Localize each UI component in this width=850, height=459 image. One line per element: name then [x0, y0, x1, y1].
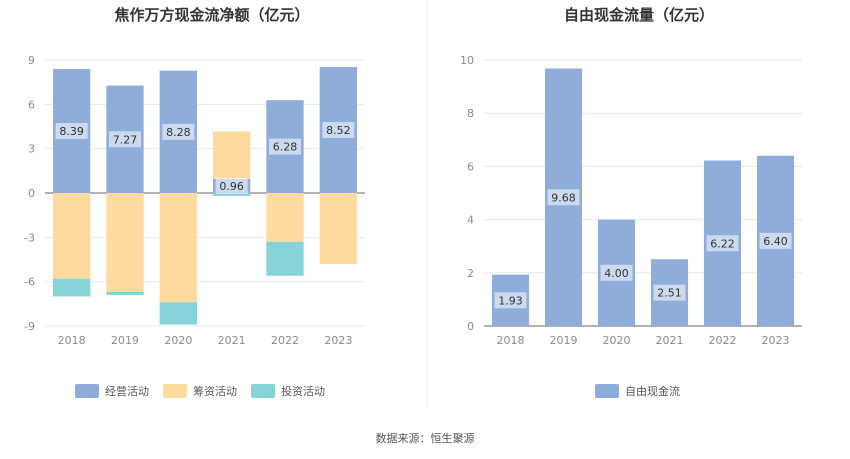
x-tick-label: 2021 [218, 334, 246, 347]
y-tick-label: 4 [467, 214, 474, 227]
bar-筹资活动[interactable] [213, 131, 251, 179]
y-tick-label: 2 [467, 267, 474, 280]
chart-title: 自由现金流量（亿元） [564, 6, 714, 24]
legend-swatch [595, 384, 619, 398]
data-label-background [55, 123, 88, 140]
legend-item[interactable]: 筹资活动 [163, 384, 237, 398]
bar-投资活动[interactable] [159, 302, 197, 325]
legend-item[interactable]: 投资活动 [251, 384, 325, 398]
data-label: 8.28 [166, 126, 191, 139]
data-label: 6.22 [710, 237, 735, 250]
data-label-background [653, 284, 686, 301]
y-tick-label: 6 [467, 160, 474, 173]
data-labels: 1.93 9.68 4.00 2.51 6.22 6.40 [494, 189, 792, 309]
y-axis-ticks: 10 8 6 4 2 0 [460, 54, 474, 333]
legend-swatch [163, 384, 187, 398]
data-label: 7.27 [113, 133, 138, 146]
bar-投资活动[interactable] [106, 292, 144, 295]
data-label: 4.00 [604, 267, 629, 280]
x-tick-label: 2022 [271, 334, 299, 347]
y-axis-ticks: 9 6 3 0 -3 -6 -9 [24, 54, 35, 333]
data-label: 6.40 [763, 235, 788, 248]
data-labels: 8.39 7.27 8.28 0.96 6.28 8.52 [55, 122, 355, 194]
x-tick-label: 2020 [164, 334, 192, 347]
data-label: 9.68 [551, 191, 576, 204]
y-tick-label: 9 [28, 54, 35, 67]
source-note: 数据来源：恒生聚源 [376, 431, 475, 445]
bar-筹资活动[interactable] [159, 193, 197, 303]
legend-label: 筹资活动 [193, 384, 237, 398]
bar-筹资活动[interactable] [53, 193, 91, 279]
data-label-background [215, 177, 248, 194]
y-tick-label: 0 [467, 320, 474, 333]
data-label-background [322, 122, 355, 139]
x-tick-label: 2021 [656, 334, 684, 347]
x-tick-label: 2018 [497, 334, 525, 347]
x-tick-label: 2018 [58, 334, 86, 347]
x-tick-label: 2023 [324, 334, 352, 347]
legend-label: 经营活动 [105, 384, 149, 398]
data-label: 0.96 [219, 180, 244, 193]
bars [53, 67, 357, 325]
x-tick-label: 2019 [111, 334, 139, 347]
y-tick-label: -9 [24, 320, 35, 333]
data-label: 2.51 [657, 287, 682, 300]
legend-swatch [251, 384, 275, 398]
bar-投资活动[interactable] [53, 278, 91, 297]
bar-筹资活动[interactable] [319, 193, 357, 264]
bar-投资活动[interactable] [266, 241, 304, 276]
gridlines [45, 59, 365, 327]
x-axis-ticks: 2018 2019 2020 2021 2022 2023 [58, 334, 353, 347]
data-label-background [759, 232, 792, 249]
data-label-background [600, 264, 633, 281]
data-label-background [706, 235, 739, 252]
x-tick-label: 2020 [603, 334, 631, 347]
y-tick-label: -6 [24, 276, 35, 289]
data-label: 8.52 [326, 124, 351, 137]
y-tick-label: -3 [24, 231, 35, 244]
legend[interactable]: 自由现金流 [595, 384, 680, 398]
bar-筹资活动[interactable] [106, 193, 144, 293]
legend-item[interactable]: 自由现金流 [595, 384, 680, 398]
y-tick-label: 6 [28, 98, 35, 111]
bar-筹资活动[interactable] [266, 193, 304, 242]
chart-title: 焦作万方现金流净额（亿元） [113, 6, 309, 24]
data-label-background [494, 292, 527, 309]
legend[interactable]: 经营活动 筹资活动 投资活动 [75, 384, 325, 398]
data-label-background [547, 189, 580, 206]
data-label: 1.93 [498, 294, 523, 307]
y-tick-label: 8 [467, 107, 474, 120]
x-tick-label: 2022 [709, 334, 737, 347]
legend-label: 投资活动 [281, 384, 325, 398]
x-axis-ticks: 2018 2019 2020 2021 2022 2023 [497, 334, 790, 347]
x-tick-label: 2019 [550, 334, 578, 347]
y-tick-label: 3 [28, 143, 35, 156]
data-label-background [269, 138, 301, 155]
data-label: 6.28 [273, 141, 298, 154]
data-label-background [109, 131, 141, 148]
y-tick-label: 10 [460, 54, 474, 67]
gridlines [484, 59, 802, 327]
cash-flow-chart: 焦作万方现金流净额（亿元） 9 6 3 0 -3 -6 -9 2018 2019 2020 202… [24, 6, 365, 398]
legend-label: 自由现金流 [625, 384, 680, 398]
data-label-background [162, 123, 195, 140]
bar-投资活动[interactable] [213, 193, 251, 196]
x-tick-label: 2023 [762, 334, 790, 347]
bars [491, 68, 795, 327]
data-label: 8.39 [59, 125, 84, 138]
y-tick-label: 0 [28, 187, 35, 200]
legend-swatch [75, 384, 99, 398]
legend-item[interactable]: 经营活动 [75, 384, 149, 398]
